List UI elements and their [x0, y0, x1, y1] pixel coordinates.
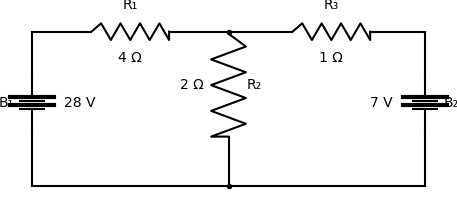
Text: R₁: R₁ — [122, 0, 138, 12]
Text: B₁: B₁ — [0, 96, 14, 110]
Text: 2 Ω: 2 Ω — [180, 78, 203, 92]
Text: 28 V: 28 V — [64, 96, 96, 110]
Text: R₃: R₃ — [324, 0, 339, 12]
Text: 7 V: 7 V — [370, 96, 393, 110]
Text: 1 Ω: 1 Ω — [319, 51, 343, 66]
Text: B₂: B₂ — [443, 96, 457, 110]
Text: 4 Ω: 4 Ω — [118, 51, 142, 66]
Text: R₂: R₂ — [247, 78, 262, 92]
